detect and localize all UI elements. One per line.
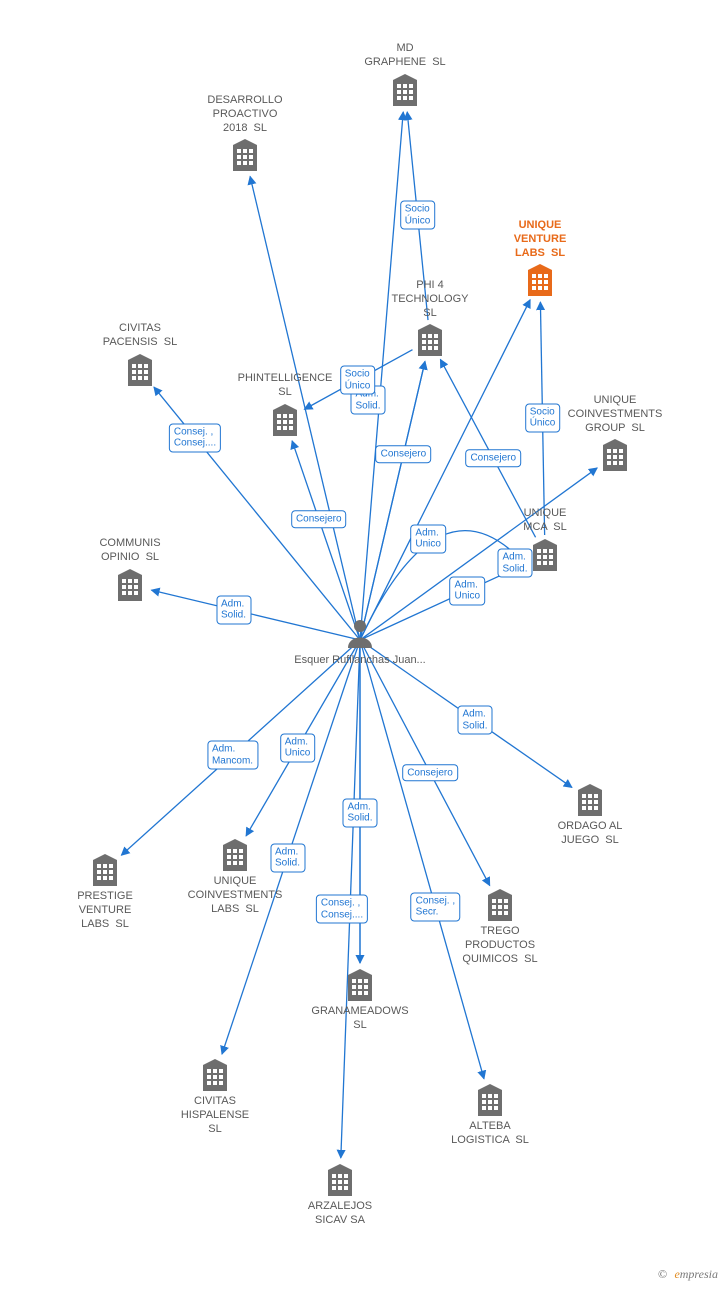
edge-label: Adm. Unico [450,576,486,605]
edge-label: Consejero [376,445,432,463]
node-label: PHINTELLIGENCE SL [238,372,333,400]
edge-label: Adm. Solid. [342,798,377,827]
edge-label: Consej. , Consej.... [316,895,368,924]
node-label: UNIQUE COINVESTMENTS GROUP SL [568,394,663,435]
node-label: MD GRAPHENE SL [364,42,445,70]
edge-label: Consejero [291,510,347,528]
edge-label: Adm. Solid. [497,549,532,578]
network-graph-canvas [0,0,728,1290]
node-label: DESARROLLO PROACTIVO 2018 SL [207,94,282,135]
copyright-label: © empresia [658,1267,718,1282]
node-label: UNIQUE COINVESTMENTS LABS SL [188,875,283,916]
node-label: CIVITAS PACENSIS SL [103,322,177,350]
edge-label: Adm. Unico [410,524,446,553]
edge-label: Adm. Solid. [270,843,305,872]
copyright-symbol: © [658,1267,667,1281]
node-label: ALTEBA LOGISTICA SL [451,1120,529,1148]
edge-label: Adm. Solid. [216,595,251,624]
edge-label: Socio Único [400,201,436,230]
node-label: PHI 4 TECHNOLOGY SL [391,279,468,320]
edge-label: Consejero [402,764,458,782]
brand-rest: mpresia [680,1267,718,1281]
node-label: TREGO PRODUCTOS QUIMICOS SL [462,925,537,966]
edge-label: Adm. Mancom. [207,741,258,770]
node-label: UNIQUE MCA SL [523,507,566,535]
edge-label: Socio Único [525,403,561,432]
node-label: ARZALEJOS SICAV SA [308,1200,372,1228]
node-label: UNIQUE VENTURE LABS SL [514,219,567,260]
node-label: ORDAGO AL JUEGO SL [558,820,623,848]
edge-label: Consej. , Secr. [411,892,460,921]
node-label: CIVITAS HISPALENSE SL [181,1095,249,1136]
edge-label: Adm. Solid. [457,706,492,735]
edge-label: Socio Único [340,366,376,395]
edge-label: Adm. Unico [280,733,316,762]
node-label: PRESTIGE VENTURE LABS SL [77,890,133,931]
node-label: GRANAMEADOWS SL [311,1005,408,1033]
node-label: COMMUNIS OPINIO SL [99,537,160,565]
edge-label: Consejero [465,450,521,468]
center-person-label: Esquer Rufilanchas Juan... [294,654,425,668]
edge-label: Consej. , Consej.... [169,423,221,452]
